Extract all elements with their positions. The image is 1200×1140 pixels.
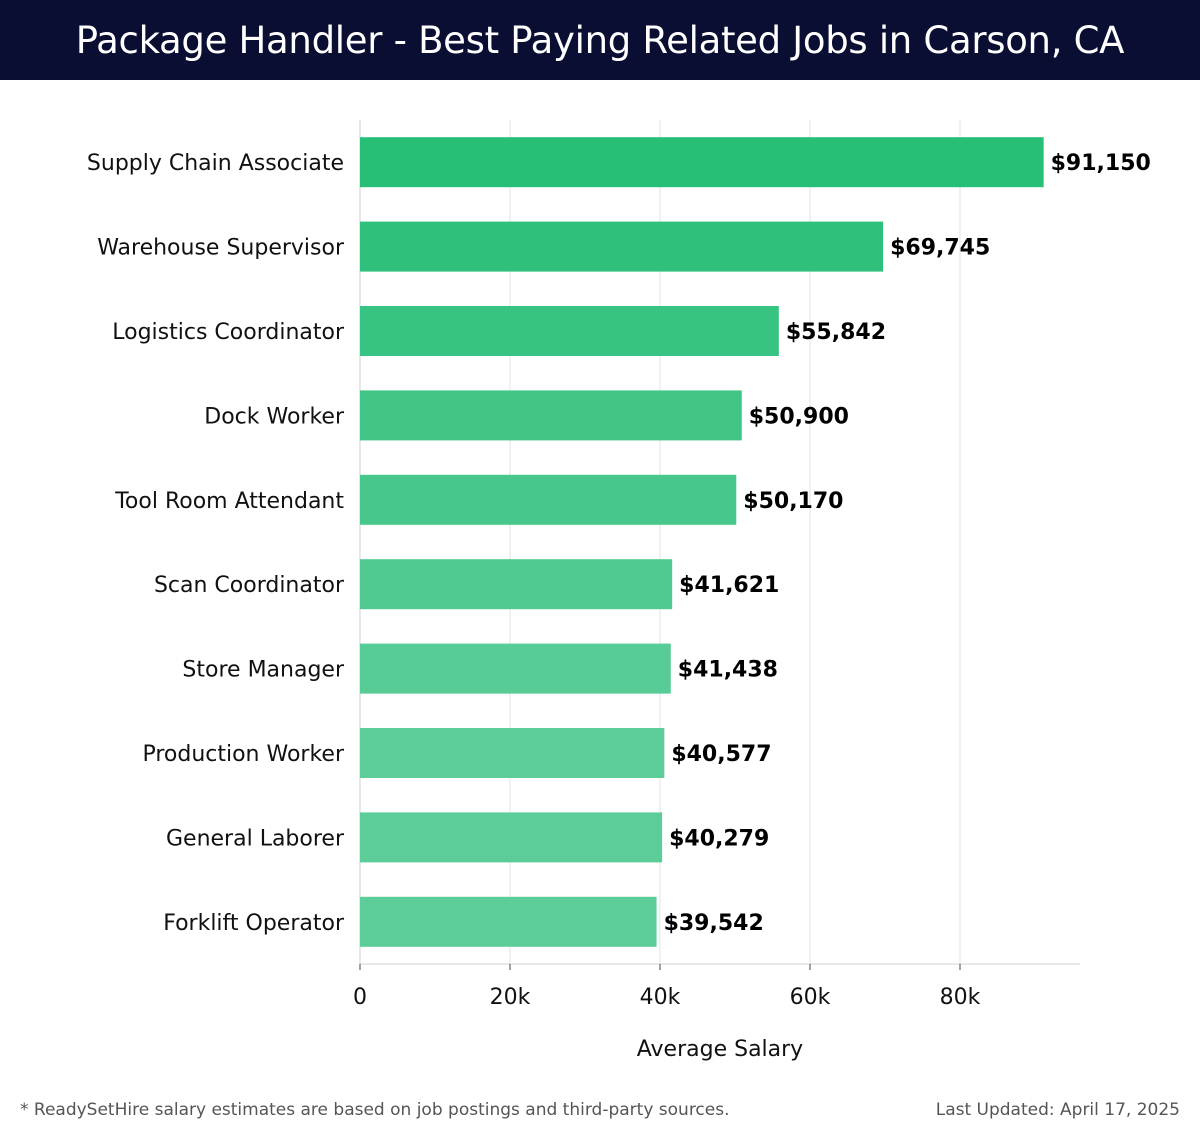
value-label: $50,170 [743,489,843,514]
category-label: General Laborer [166,826,345,851]
value-label: $41,438 [678,658,778,683]
bar [360,306,779,356]
bar [360,643,671,694]
title-bar: Package Handler - Best Paying Related Jo… [0,0,1200,80]
x-tick-label: 20k [490,985,531,1010]
bar [360,221,884,272]
bar [360,474,737,525]
bar [360,812,663,863]
category-label: Production Worker [142,742,345,767]
bar [360,137,1044,188]
category-label: Warehouse Supervisor [97,236,345,261]
value-label: $69,745 [890,236,990,261]
category-label: Dock Worker [204,404,345,429]
value-label: $41,621 [679,573,779,598]
category-label: Scan Coordinator [154,573,345,598]
x-tick-label: 80k [940,985,981,1010]
value-label: $39,542 [664,911,764,936]
category-label: Forklift Operator [163,911,345,936]
x-tick-label: 0 [353,985,367,1010]
value-label: $91,150 [1051,151,1151,176]
salary-bar-chart: 0 20k 40k 60k 80k Average Salary Supply Chain … [87,120,1151,1062]
chart-title: Package Handler - Best Paying Related Jo… [75,18,1125,62]
category-label: Tool Room Attendant [114,489,344,514]
footnote: * ReadySetHire salary estimates are base… [20,1100,730,1120]
x-tick-label: 60k [790,985,831,1010]
category-label: Logistics Coordinator [112,320,345,345]
bar [360,896,657,947]
value-label: $40,577 [671,742,771,767]
value-label: $40,279 [669,826,769,851]
category-label: Supply Chain Associate [87,151,344,176]
x-axis-title: Average Salary [637,1037,803,1062]
bar [360,728,665,778]
last-updated: Last Updated: April 17, 2025 [935,1100,1180,1120]
bar [360,559,673,610]
value-label: $50,900 [749,404,849,429]
category-label: Store Manager [182,658,345,683]
bar [360,390,742,441]
value-label: $55,842 [786,320,886,345]
x-tick-label: 40k [640,985,681,1010]
